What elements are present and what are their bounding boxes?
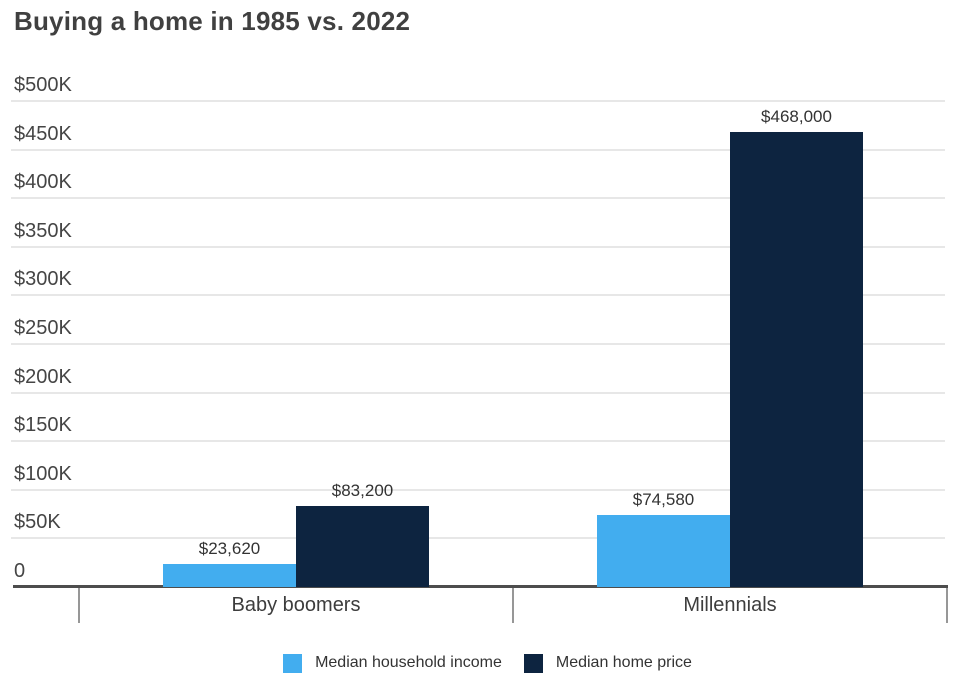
legend: Median household income Median home price: [0, 651, 975, 675]
y-axis-tick-label: $450K: [14, 122, 72, 145]
x-axis-tick: [512, 588, 514, 623]
chart-title: Buying a home in 1985 vs. 2022: [14, 6, 411, 36]
bar-median-household-income-baby-boomers: [163, 564, 296, 587]
y-axis-tick-label: $100K: [14, 462, 72, 485]
y-axis-tick-label: $50K: [14, 511, 61, 534]
bar-median-household-income-millennials: [597, 514, 730, 587]
bar-value-label: $23,620: [198, 539, 261, 559]
gridline: [11, 294, 945, 297]
y-axis-tick-label: $350K: [14, 219, 72, 242]
bar-median-home-price-baby-boomers: [296, 506, 429, 587]
category-label: Millennials: [683, 594, 777, 616]
gridline: [11, 343, 945, 345]
y-axis-tick-label: $250K: [14, 317, 72, 339]
y-axis-tick-label: $200K: [14, 365, 72, 388]
category-label: Baby boomers: [231, 594, 361, 616]
y-axis-tick-label: $400K: [14, 171, 72, 194]
bar-value-label: $83,200: [331, 481, 394, 501]
gridline: [11, 391, 945, 394]
legend-swatch: [283, 653, 303, 673]
gridline: [11, 148, 945, 151]
x-axis-baseline: [13, 585, 948, 588]
legend-item-median-home-price: Median home price: [523, 653, 692, 673]
gridline: [11, 537, 945, 540]
bar-value-label: $74,580: [632, 489, 695, 509]
y-axis-tick-label: $150K: [14, 414, 72, 437]
gridline: [11, 488, 945, 491]
gridline: [11, 440, 945, 443]
gridline: [11, 100, 945, 102]
legend-label: Median home price: [555, 654, 692, 671]
bar-median-home-price-millennials: [730, 132, 863, 587]
y-axis-tick-label: $300K: [14, 268, 72, 291]
y-axis-tick-label: 0: [14, 560, 26, 582]
legend-swatch: [523, 653, 543, 673]
gridline: [11, 197, 945, 200]
y-axis-tick-label: $500K: [14, 74, 72, 96]
x-axis-tick: [78, 588, 80, 623]
legend-item-median-household-income: Median household income: [283, 653, 502, 673]
bar-value-label: $468,000: [761, 107, 832, 127]
x-axis-tick: [946, 588, 948, 623]
legend-label: Median household income: [315, 654, 502, 671]
gridline: [11, 245, 945, 248]
